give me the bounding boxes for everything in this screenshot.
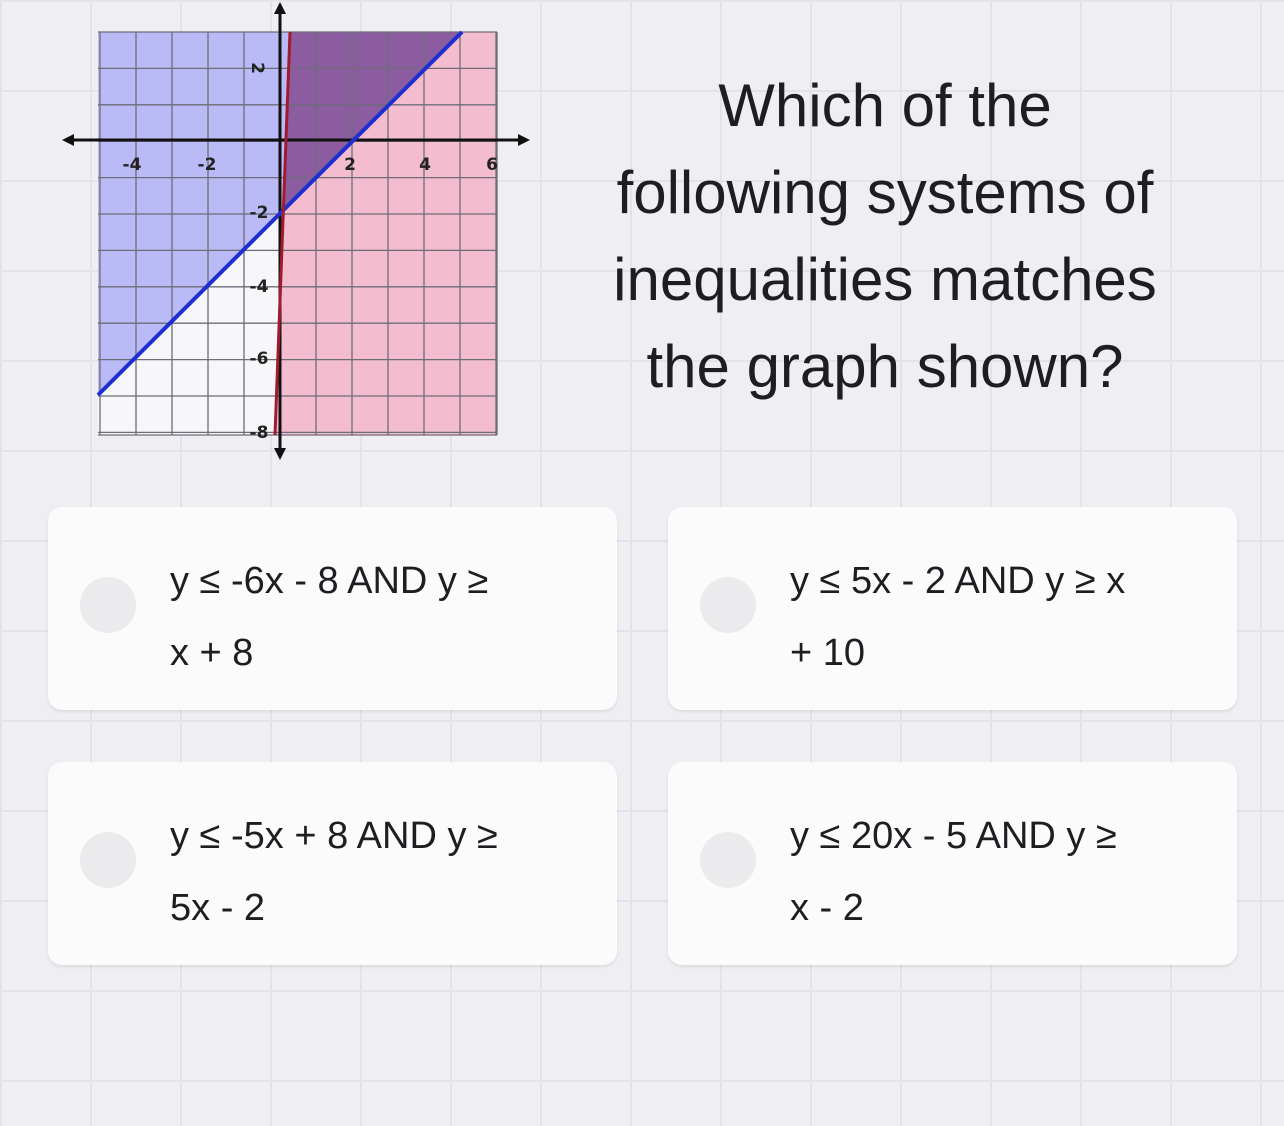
option-card[interactable]: y ≤ -6x - 8 AND y ≥ x + 8 <box>48 507 617 710</box>
question-line: the graph shown? <box>646 333 1124 400</box>
option-card[interactable]: y ≤ 5x - 2 AND y ≥ x + 10 <box>668 507 1237 710</box>
option-text: y ≤ 5x - 2 AND y ≥ x + 10 <box>790 545 1125 689</box>
option-text: y ≤ 20x - 5 AND y ≥ x - 2 <box>790 800 1117 944</box>
question: Which of the following systems of inequa… <box>560 62 1210 410</box>
x-axis-arrow <box>518 134 530 146</box>
y-tick-label: -6 <box>250 349 269 369</box>
option-line: y ≤ 5x - 2 AND y ≥ x <box>790 560 1126 602</box>
option-line: x - 2 <box>790 887 864 929</box>
option-line: x + 8 <box>170 632 254 674</box>
option-text: y ≤ -5x + 8 AND y ≥ 5x - 2 <box>170 800 498 944</box>
radio-button[interactable] <box>80 577 136 633</box>
y-axis-arrow <box>274 448 286 460</box>
radio-button[interactable] <box>700 577 756 633</box>
x-tick-label: 2 <box>344 155 356 175</box>
region-white <box>98 210 284 435</box>
question-line: inequalities matches <box>613 246 1157 313</box>
y-tick-label: -8 <box>250 423 269 443</box>
option-card[interactable]: y ≤ -5x + 8 AND y ≥ 5x - 2 <box>48 762 617 965</box>
graph: -4 -2 2 4 6 2 -2 -4 -6 -8 <box>62 2 530 460</box>
option-line: y ≤ 20x - 5 AND y ≥ <box>790 815 1117 857</box>
red-boundary <box>273 31 292 436</box>
x-tick-label: 6 <box>486 155 498 175</box>
option-line: y ≤ -6x - 8 AND y ≥ <box>170 560 489 602</box>
option-line: + 10 <box>790 632 866 674</box>
y-tick-label: -4 <box>250 277 269 297</box>
y-tick-label: 2 <box>247 62 267 74</box>
x-axis-arrow <box>62 134 74 146</box>
x-tick-label: -2 <box>198 155 217 175</box>
graph-regions <box>98 32 497 435</box>
radio-button[interactable] <box>700 832 756 888</box>
option-line: y ≤ -5x + 8 AND y ≥ <box>170 815 498 857</box>
region-pink <box>275 32 497 435</box>
radio-button[interactable] <box>80 832 136 888</box>
x-tick-label: -4 <box>123 155 142 175</box>
x-tick-label: 4 <box>419 155 431 175</box>
option-text: y ≤ -6x - 8 AND y ≥ x + 8 <box>170 545 488 689</box>
option-line: 5x - 2 <box>170 887 266 929</box>
blue-boundary <box>96 30 464 397</box>
y-axis-arrow <box>274 2 286 14</box>
question-line: following systems of <box>616 159 1154 226</box>
graph-grid <box>98 31 498 436</box>
question-line: Which of the <box>718 72 1052 139</box>
option-card[interactable]: y ≤ 20x - 5 AND y ≥ x - 2 <box>668 762 1237 965</box>
y-tick-label: -2 <box>250 203 269 223</box>
